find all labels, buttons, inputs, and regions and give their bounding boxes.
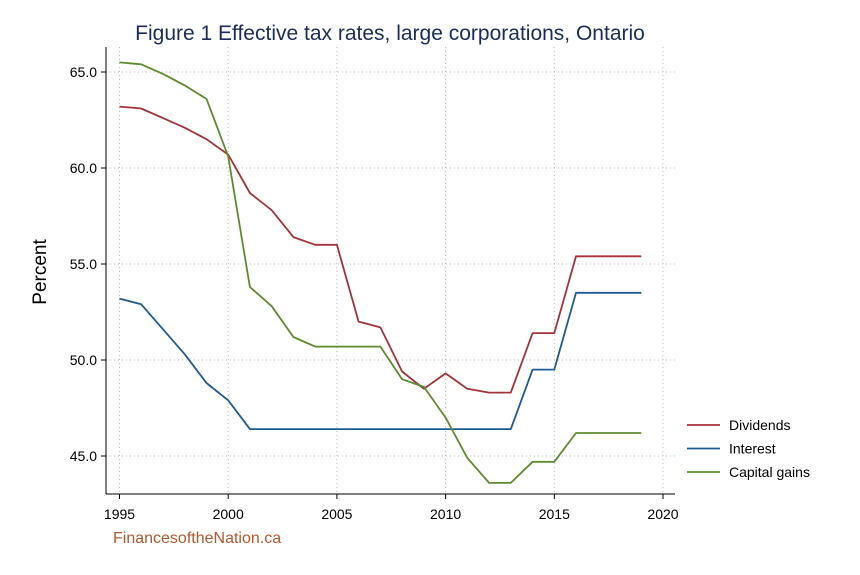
y-tick-label: 50.0 bbox=[70, 352, 97, 368]
x-tick-label: 2015 bbox=[539, 506, 570, 522]
x-tick-label: 2000 bbox=[213, 506, 244, 522]
chart-title: Figure 1 Effective tax rates, large corp… bbox=[135, 22, 645, 45]
series-line-dividends bbox=[119, 105, 642, 394]
x-tick-label: 2020 bbox=[647, 506, 678, 522]
legend: Dividends Interest Capital gains bbox=[687, 417, 810, 480]
y-tick-label: 60.0 bbox=[70, 160, 97, 176]
legend-label-capital-gains: Capital gains bbox=[729, 464, 810, 480]
series-line-capital-gains bbox=[119, 61, 642, 484]
y-tick-label: 45.0 bbox=[70, 448, 97, 464]
x-tick-label: 1995 bbox=[104, 506, 135, 522]
series-lines bbox=[119, 61, 642, 484]
axes: 45.0 50.0 55.0 60.0 65.0 1995 2000 2005 2010 2015… bbox=[70, 47, 679, 522]
legend-label-interest: Interest bbox=[729, 441, 776, 457]
series-line-interest bbox=[119, 291, 642, 431]
y-tick-label: 55.0 bbox=[70, 256, 97, 272]
legend-label-dividends: Dividends bbox=[729, 417, 790, 433]
y-tick-label: 65.0 bbox=[70, 64, 97, 80]
source-credit: FinancesoftheNation.ca bbox=[113, 530, 282, 547]
y-axis-title: Percent bbox=[30, 239, 51, 305]
x-tick-label: 2005 bbox=[321, 506, 352, 522]
grid bbox=[106, 47, 675, 494]
x-tick-label: 2010 bbox=[430, 506, 461, 522]
